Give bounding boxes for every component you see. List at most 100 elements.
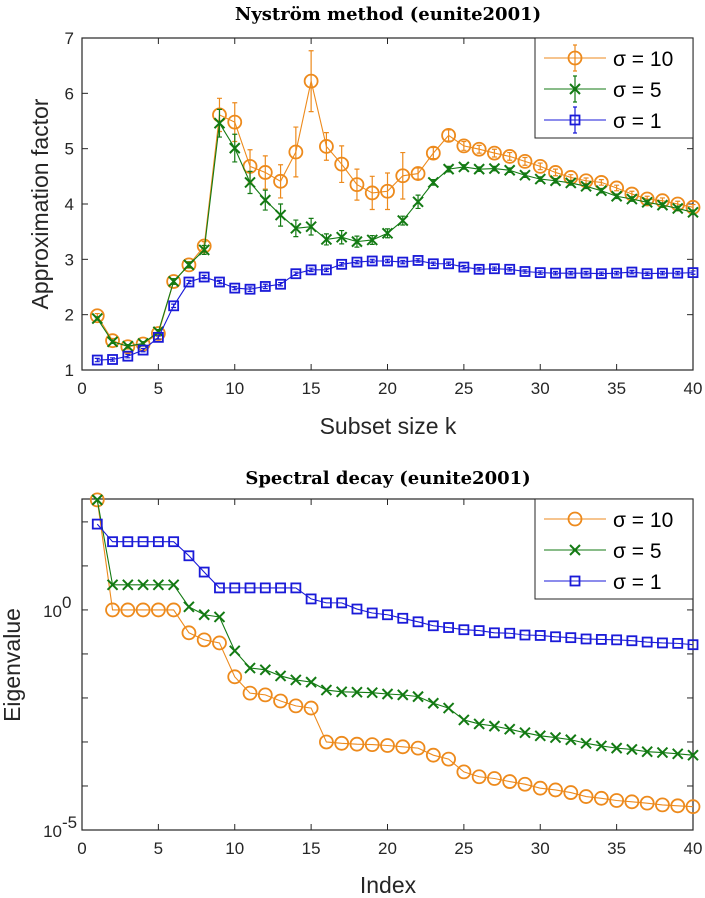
data-point bbox=[213, 611, 226, 623]
data-point bbox=[641, 745, 653, 758]
error-bar bbox=[614, 184, 620, 192]
data-point bbox=[565, 632, 577, 644]
data-point bbox=[441, 127, 457, 143]
data-point bbox=[150, 326, 166, 341]
data-point bbox=[198, 609, 210, 621]
data-point bbox=[381, 688, 394, 700]
data-point bbox=[290, 222, 302, 235]
data-point bbox=[152, 326, 165, 338]
data-point bbox=[395, 739, 411, 755]
data-point bbox=[105, 602, 120, 618]
error-bar bbox=[614, 270, 620, 276]
series-line bbox=[96, 499, 694, 756]
data-point bbox=[91, 312, 103, 325]
data-point bbox=[214, 582, 225, 594]
data-point bbox=[259, 664, 272, 676]
y-tick-label: 1 bbox=[65, 361, 74, 380]
data-point bbox=[229, 645, 241, 657]
x-tick-label: 20 bbox=[378, 379, 397, 398]
data-point bbox=[442, 702, 455, 714]
error-bar bbox=[125, 353, 131, 359]
data-point bbox=[318, 139, 334, 154]
data-point bbox=[305, 676, 317, 688]
data-point bbox=[364, 185, 380, 201]
data-point bbox=[288, 698, 304, 714]
error-bar bbox=[507, 267, 513, 272]
data-point bbox=[473, 625, 485, 637]
data-point bbox=[626, 635, 638, 647]
data-point bbox=[471, 141, 487, 157]
error-bar bbox=[216, 279, 222, 285]
data-point bbox=[273, 173, 288, 189]
data-point bbox=[259, 582, 271, 594]
data-point bbox=[229, 582, 241, 594]
data-point bbox=[488, 720, 501, 732]
y-tick-exponent: -5 bbox=[62, 813, 77, 832]
error-bar bbox=[430, 261, 436, 267]
error-bar bbox=[247, 286, 253, 293]
error-bar bbox=[522, 269, 528, 274]
data-point bbox=[137, 344, 149, 356]
data-point bbox=[412, 255, 424, 266]
error-bar bbox=[400, 151, 406, 200]
data-point bbox=[152, 579, 165, 591]
x-axis-label-bottom: Index bbox=[360, 872, 417, 898]
error-bar bbox=[400, 259, 406, 265]
data-point bbox=[229, 142, 241, 154]
error-bar bbox=[339, 262, 345, 267]
data-point bbox=[351, 256, 363, 268]
data-point bbox=[244, 662, 256, 674]
data-point bbox=[168, 300, 180, 312]
error-bar bbox=[659, 270, 665, 276]
data-point bbox=[563, 785, 579, 800]
data-point bbox=[244, 582, 256, 594]
data-point bbox=[550, 267, 561, 279]
data-point bbox=[519, 629, 531, 641]
error-bar bbox=[339, 145, 345, 184]
data-point bbox=[412, 616, 424, 628]
data-point bbox=[351, 603, 363, 615]
series-line bbox=[96, 499, 694, 808]
x-tick-label: 25 bbox=[454, 379, 473, 398]
legend-error-bar bbox=[573, 44, 577, 72]
data-point bbox=[534, 630, 546, 641]
data-point bbox=[105, 333, 120, 349]
error-bar bbox=[461, 264, 467, 270]
data-point bbox=[290, 582, 302, 594]
data-point bbox=[305, 220, 317, 233]
data-point bbox=[593, 790, 609, 806]
error-bar bbox=[553, 168, 559, 177]
data-point bbox=[288, 144, 304, 160]
data-point bbox=[687, 267, 699, 279]
data-point bbox=[303, 73, 319, 89]
x-tick-label: 0 bbox=[77, 839, 86, 858]
y-tick-label: 10 bbox=[43, 602, 62, 621]
data-point bbox=[473, 718, 485, 730]
data-point bbox=[364, 737, 380, 753]
error-bar bbox=[553, 270, 559, 276]
data-point bbox=[242, 685, 258, 701]
data-point bbox=[320, 264, 332, 276]
legend-label: σ = 10 bbox=[613, 48, 673, 71]
data-point bbox=[657, 637, 668, 649]
data-point bbox=[425, 145, 441, 161]
data-point bbox=[626, 266, 638, 278]
data-point bbox=[382, 255, 393, 267]
data-point bbox=[565, 177, 577, 189]
error-bar bbox=[186, 279, 192, 285]
data-point bbox=[427, 697, 440, 709]
error-bar bbox=[308, 50, 314, 113]
data-point bbox=[532, 780, 548, 796]
data-point bbox=[382, 609, 393, 621]
data-point bbox=[274, 209, 287, 221]
error-bar bbox=[537, 270, 543, 275]
data-point bbox=[89, 308, 105, 324]
x-tick-label: 5 bbox=[154, 379, 163, 398]
data-point bbox=[198, 271, 210, 283]
data-point bbox=[610, 190, 623, 202]
data-point bbox=[657, 267, 668, 279]
data-point bbox=[565, 267, 577, 279]
data-point bbox=[198, 566, 210, 578]
y-tick-label: 7 bbox=[65, 29, 74, 48]
